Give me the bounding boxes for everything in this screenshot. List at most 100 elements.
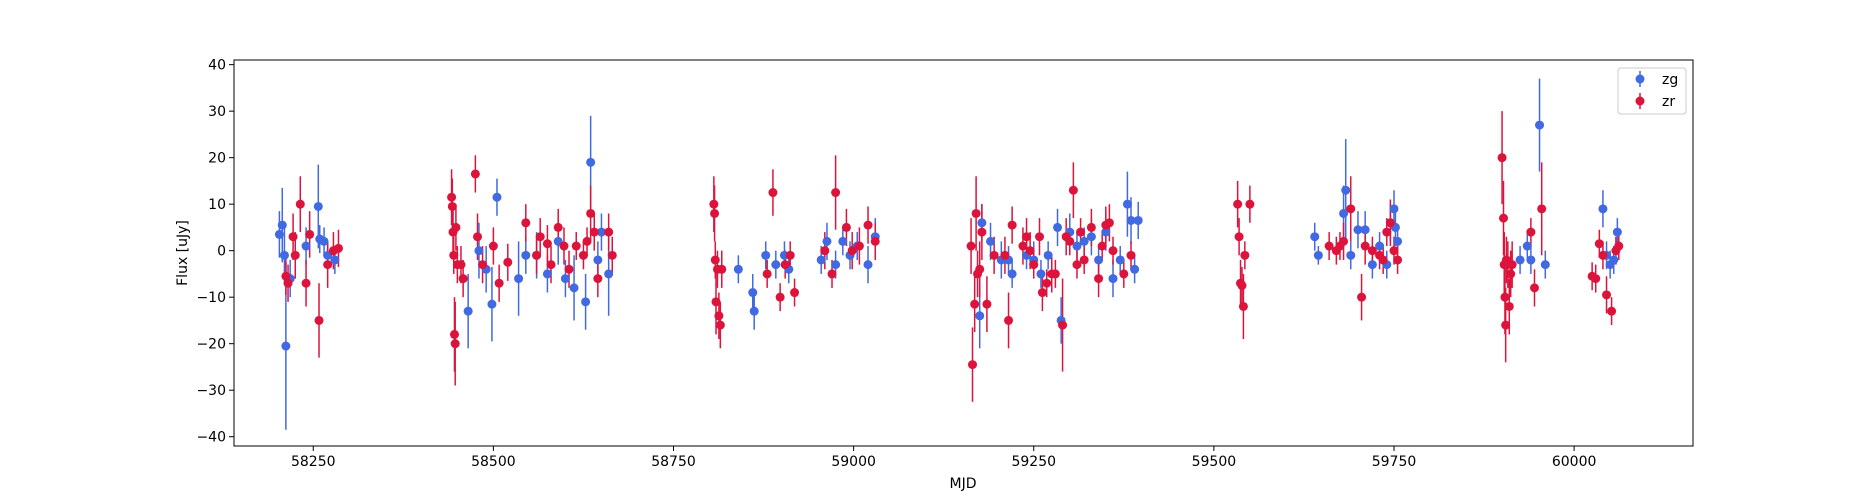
- data-point-zr: [717, 264, 727, 274]
- data-point-zg: [514, 274, 524, 284]
- data-point-zg: [761, 250, 771, 260]
- data-point-zr: [288, 232, 298, 242]
- data-point-zg: [1007, 269, 1017, 279]
- data-point-zr: [1385, 218, 1395, 228]
- data-point-zr: [1529, 283, 1539, 293]
- data-point-zr: [1126, 250, 1136, 260]
- x-tick-label: 59250: [1011, 454, 1056, 470]
- data-point-zr: [711, 297, 721, 307]
- data-point-zg: [569, 283, 579, 293]
- x-tick-label: 59000: [831, 454, 876, 470]
- data-point-zr: [1507, 260, 1517, 270]
- data-point-zr: [709, 199, 719, 209]
- data-point-zr: [314, 315, 324, 325]
- data-point-zg: [831, 260, 841, 270]
- data-point-zg: [277, 220, 287, 230]
- data-point-zr: [1504, 301, 1514, 311]
- data-point-zr: [564, 264, 574, 274]
- data-point-zg: [771, 260, 781, 270]
- data-point-zr: [1086, 222, 1096, 232]
- data-point-zg: [1101, 227, 1111, 237]
- data-point-zr: [542, 239, 552, 249]
- data-point-zg: [1515, 255, 1525, 265]
- data-point-zg: [542, 269, 552, 279]
- x-axis-ticks: 58250 58500 58750 59000 59250 59500 59750 60000: [291, 446, 1596, 470]
- legend-label-zg: zg: [1662, 72, 1678, 88]
- data-point-zr: [1029, 260, 1039, 270]
- data-point-zr: [780, 260, 790, 270]
- data-point-zr: [559, 241, 569, 251]
- data-point-zr: [1346, 204, 1356, 214]
- data-point-zg: [474, 246, 484, 256]
- data-point-zr: [1357, 292, 1367, 302]
- data-point-zg: [1086, 232, 1096, 242]
- data-point-zg: [1393, 236, 1403, 246]
- y-tick-label: 0: [217, 244, 226, 260]
- data-point-zr: [971, 208, 981, 218]
- data-point-zr: [1591, 274, 1601, 284]
- data-point-zr: [447, 192, 457, 202]
- data-point-zr: [1602, 290, 1612, 300]
- data-point-zr: [1499, 213, 1509, 223]
- data-point-zg: [593, 255, 603, 265]
- data-point-zg: [1122, 199, 1132, 209]
- data-point-zg: [463, 306, 473, 316]
- data-point-zr: [1025, 246, 1035, 256]
- data-point-zr: [1360, 241, 1370, 251]
- data-point-zr: [1526, 227, 1536, 237]
- data-point-zg: [1353, 225, 1363, 235]
- data-point-zg: [1036, 269, 1046, 279]
- data-point-zg: [1526, 255, 1536, 265]
- data-point-zr: [333, 243, 343, 253]
- y-tick-label: −40: [196, 430, 226, 446]
- data-point-zr: [1042, 278, 1052, 288]
- y-tick-label: 10: [208, 197, 226, 213]
- data-point-zr: [593, 274, 603, 284]
- data-point-zr: [1050, 269, 1060, 279]
- points-layer: [274, 120, 1624, 370]
- data-point-zr: [1058, 320, 1068, 330]
- data-point-zr: [450, 339, 460, 349]
- data-point-zg: [1346, 250, 1356, 260]
- data-point-zg: [1612, 227, 1622, 237]
- data-point-zr: [1094, 274, 1104, 284]
- data-point-zr: [1382, 227, 1392, 237]
- data-point-zr: [1339, 236, 1349, 246]
- data-point-zr: [785, 250, 795, 260]
- data-point-zg: [975, 311, 985, 321]
- data-point-zr: [301, 278, 311, 288]
- data-point-zr: [1035, 232, 1045, 242]
- data-point-zr: [503, 257, 513, 267]
- data-point-zr: [1097, 241, 1107, 251]
- data-point-zr: [827, 269, 837, 279]
- y-axis-ticks: −40 −30 −20 −10 0 10 20 30 40: [196, 58, 234, 446]
- data-point-zr: [1598, 250, 1608, 260]
- y-tick-label: −30: [196, 383, 226, 399]
- data-point-zg: [1389, 204, 1399, 214]
- data-point-zr: [1104, 218, 1114, 228]
- x-tick-label: 58250: [291, 454, 336, 470]
- data-point-zr: [768, 188, 778, 198]
- data-point-zr: [982, 299, 992, 309]
- data-point-zg: [1367, 260, 1377, 270]
- data-point-zg: [1094, 255, 1104, 265]
- data-point-zr: [847, 246, 857, 256]
- data-point-zr: [305, 229, 315, 239]
- data-point-zg: [1053, 222, 1063, 232]
- x-tick-label: 60000: [1552, 454, 1597, 470]
- data-point-zr: [1393, 255, 1403, 265]
- y-tick-label: 30: [208, 104, 226, 120]
- data-point-zr: [578, 250, 588, 260]
- data-point-zr: [604, 227, 614, 237]
- data-point-zg: [274, 229, 284, 239]
- data-point-zr: [1607, 306, 1617, 316]
- data-point-zr: [1367, 246, 1377, 256]
- data-point-zg: [1609, 255, 1619, 265]
- data-point-zr: [473, 232, 483, 242]
- data-point-zr: [854, 241, 864, 251]
- x-tick-label: 58750: [651, 454, 696, 470]
- data-point-zr: [1108, 246, 1118, 256]
- data-point-zg: [1339, 208, 1349, 218]
- data-point-zr: [456, 260, 466, 270]
- data-point-zg: [521, 250, 531, 260]
